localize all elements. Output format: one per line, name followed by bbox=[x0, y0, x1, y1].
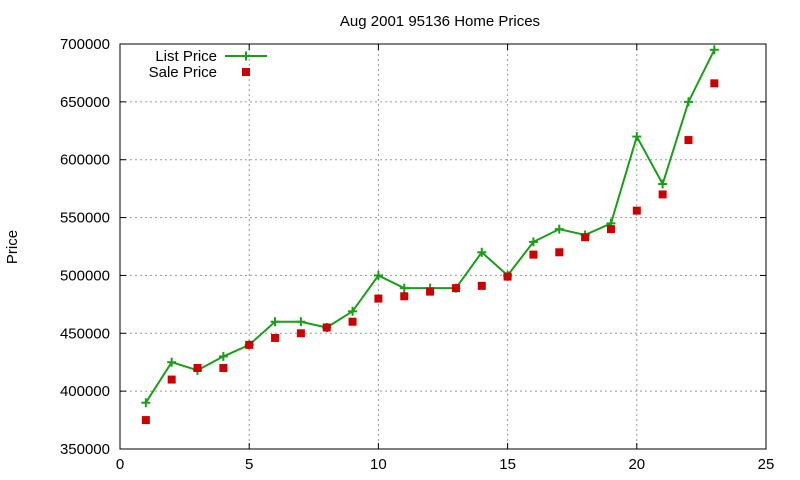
grid bbox=[120, 44, 766, 449]
list-price-point bbox=[477, 247, 487, 257]
y-tick-label: 550000 bbox=[60, 210, 110, 227]
y-tick-label: 400000 bbox=[60, 383, 110, 400]
legend-label-sale-price: Sale Price bbox=[149, 64, 217, 81]
sale-price-point bbox=[167, 375, 176, 384]
sale-price-point bbox=[271, 333, 280, 342]
x-tick-label: 15 bbox=[499, 456, 516, 473]
sale-price-point bbox=[141, 416, 150, 425]
y-tick-label: 450000 bbox=[60, 325, 110, 342]
sale-price-point bbox=[219, 364, 228, 372]
sale-price-point bbox=[555, 248, 564, 257]
legend: List Price Sale Price bbox=[149, 48, 267, 81]
sale-price-point bbox=[477, 281, 486, 290]
sale-price-point bbox=[658, 190, 667, 199]
sale-price-point bbox=[632, 206, 641, 215]
list-price-point bbox=[218, 351, 228, 361]
chart-title: Aug 2001 95136 Home Prices bbox=[340, 13, 540, 30]
list-price-point bbox=[348, 306, 358, 316]
sale-price-point bbox=[348, 317, 357, 326]
x-tick-label: 0 bbox=[116, 456, 124, 473]
sale-price-point bbox=[245, 340, 254, 349]
sale-price-point bbox=[426, 287, 435, 296]
y-tick-label: 350000 bbox=[60, 441, 110, 458]
legend-label-list-price: List Price bbox=[155, 48, 217, 65]
y-tick-label: 700000 bbox=[60, 36, 110, 53]
sale-price-point bbox=[322, 323, 331, 332]
y-axis-label: Price bbox=[4, 230, 21, 264]
legend-swatch-sale-price bbox=[242, 68, 250, 76]
sale-price-point bbox=[374, 294, 383, 303]
sale-price-point bbox=[606, 225, 615, 234]
x-tick-label: 5 bbox=[245, 456, 253, 473]
y-tick-label: 600000 bbox=[60, 152, 110, 169]
series bbox=[141, 45, 719, 425]
list-price-point bbox=[683, 97, 693, 107]
sale-price-point bbox=[581, 233, 590, 242]
sale-price-point bbox=[684, 136, 693, 145]
sale-price-point bbox=[503, 272, 512, 281]
tick-labels: 0 5 10 15 20 25 350000 400000 450000 500000 550000… bbox=[60, 36, 774, 473]
x-tick-label: 20 bbox=[628, 456, 645, 473]
x-tick-label: 25 bbox=[758, 456, 775, 473]
list-price-point bbox=[554, 224, 564, 234]
sale-price-point bbox=[710, 79, 719, 88]
y-tick-label: 500000 bbox=[60, 267, 110, 284]
x-tick-label: 10 bbox=[370, 456, 387, 473]
sale-price-point bbox=[529, 250, 538, 259]
sale-price-point bbox=[193, 364, 202, 372]
list-price-point bbox=[399, 283, 409, 293]
list-price-point bbox=[270, 317, 280, 327]
list-price-point bbox=[528, 237, 538, 247]
legend-swatch-list-price-marker bbox=[241, 51, 251, 61]
sale-price-point bbox=[451, 284, 460, 293]
sale-price-point bbox=[296, 329, 305, 338]
list-price-point bbox=[373, 270, 383, 280]
list-price-point bbox=[658, 179, 668, 189]
list-price-point bbox=[709, 45, 719, 55]
list-price-point bbox=[167, 357, 177, 367]
list-price-point bbox=[141, 398, 151, 408]
plot-frame bbox=[119, 43, 767, 450]
sale-price-point bbox=[400, 292, 409, 301]
list-price-point bbox=[296, 317, 306, 327]
y-tick-label: 650000 bbox=[60, 94, 110, 111]
list-price-point bbox=[632, 132, 642, 142]
list-price-line bbox=[144, 49, 716, 404]
